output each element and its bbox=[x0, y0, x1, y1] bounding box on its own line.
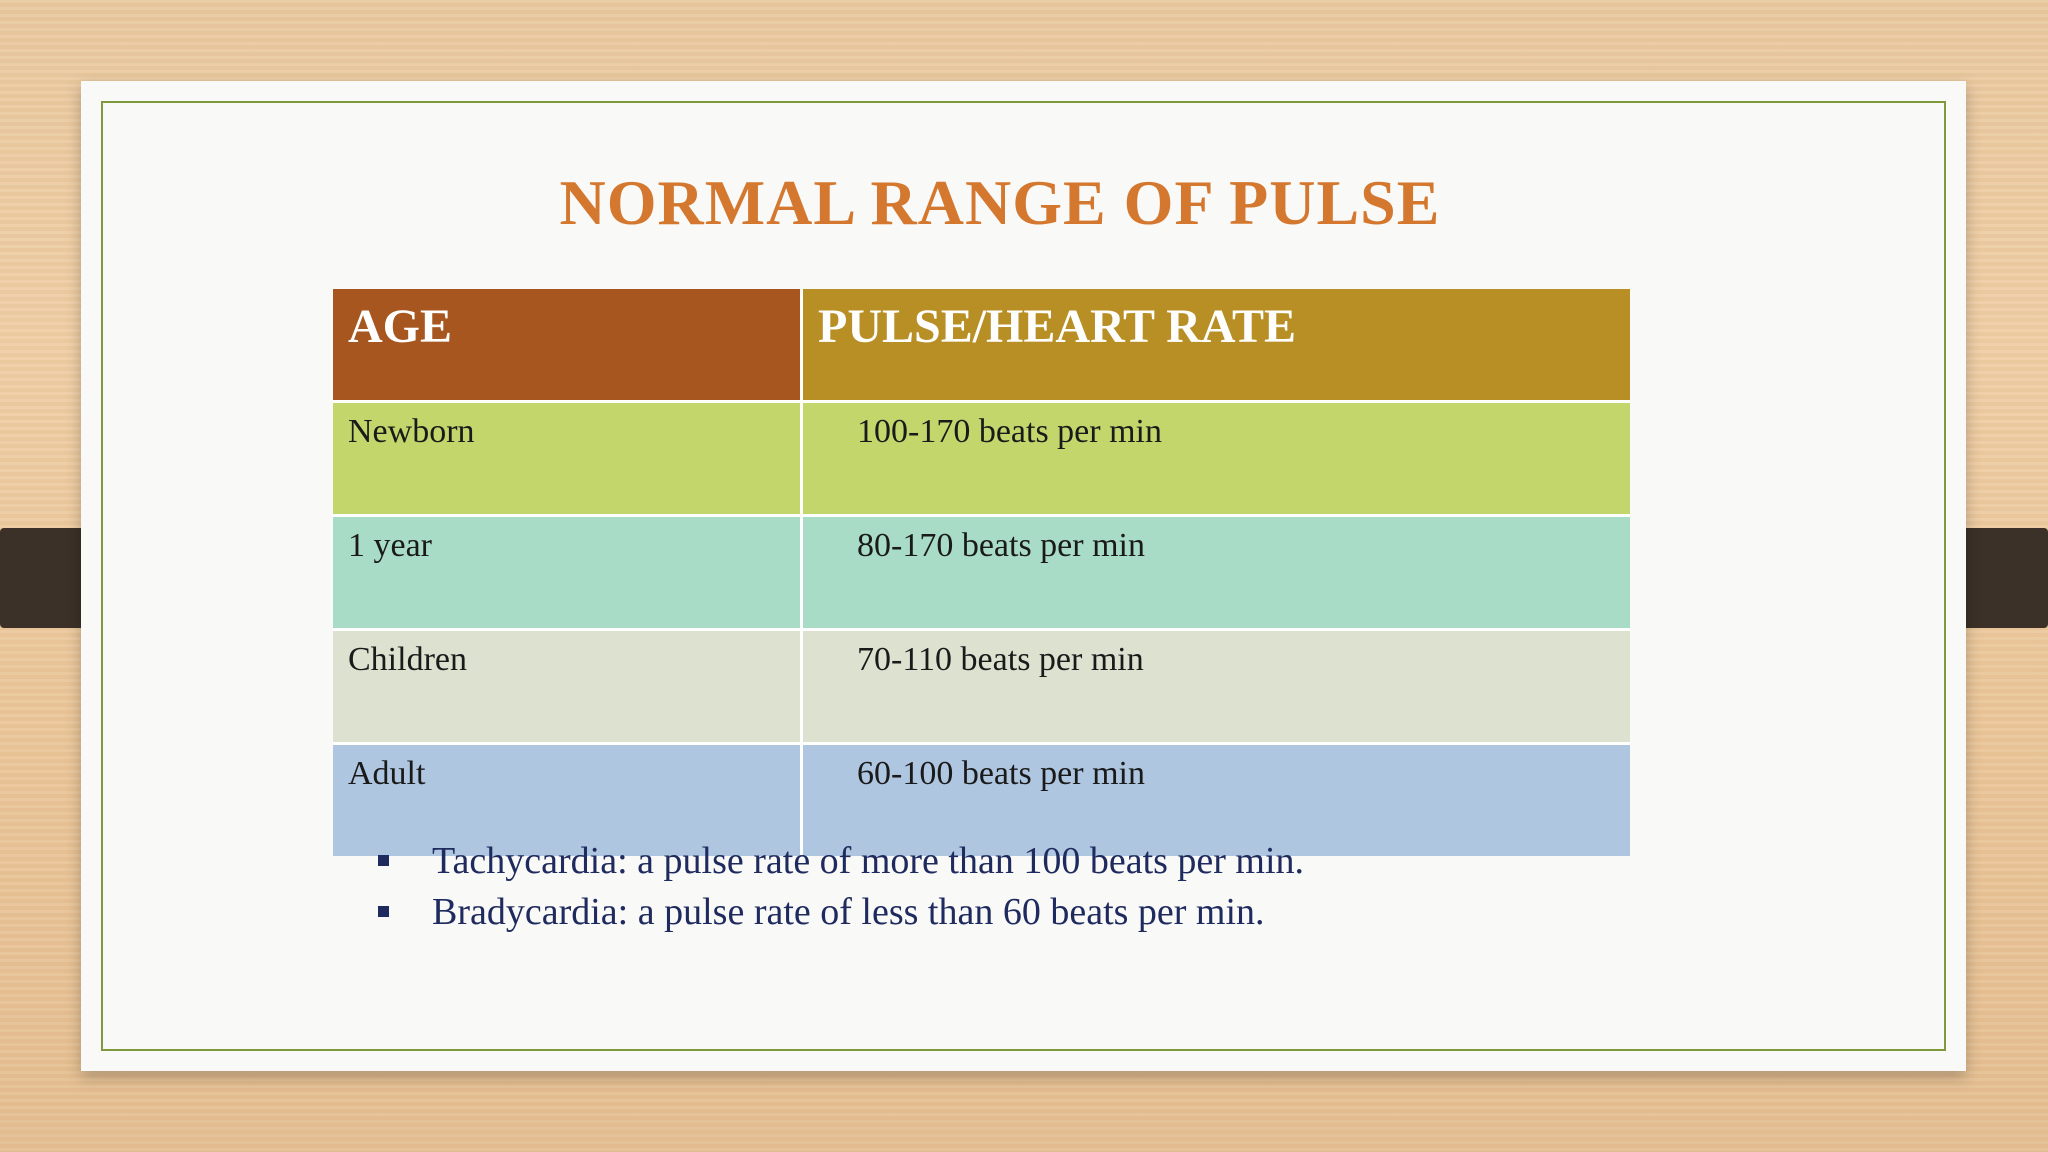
list-item: Tachycardia: a pulse rate of more than 1… bbox=[376, 836, 1304, 887]
rate-cell: 80-170 beats per min bbox=[803, 517, 1630, 631]
rate-cell: 60-100 beats per min bbox=[803, 745, 1630, 856]
table-row: Children 70-110 beats per min bbox=[333, 631, 1630, 745]
list-item: Bradycardia: a pulse rate of less than 6… bbox=[376, 887, 1304, 938]
header-pulse-rate: PULSE/HEART RATE bbox=[803, 289, 1630, 403]
bullet-text-tachycardia: Tachycardia: a pulse rate of more than 1… bbox=[432, 840, 1305, 882]
table-row: 1 year 80-170 beats per min bbox=[333, 517, 1630, 631]
bullet-text-bradycardia: Bradycardia: a pulse rate of less than 6… bbox=[432, 891, 1265, 933]
pulse-range-table: AGE PULSE/HEART RATE Newborn 100-170 bea… bbox=[333, 289, 1630, 856]
square-bullet-icon bbox=[378, 906, 389, 917]
age-cell: Children bbox=[333, 631, 803, 745]
rate-cell: 70-110 beats per min bbox=[803, 631, 1630, 745]
header-age: AGE bbox=[333, 289, 803, 403]
age-cell: 1 year bbox=[333, 517, 803, 631]
table-header-row: AGE PULSE/HEART RATE bbox=[333, 289, 1630, 403]
age-cell: Newborn bbox=[333, 403, 803, 517]
rate-cell: 100-170 beats per min bbox=[803, 403, 1630, 517]
slide-inner-border bbox=[101, 101, 1946, 1051]
square-bullet-icon bbox=[378, 855, 389, 866]
table-row: Newborn 100-170 beats per min bbox=[333, 403, 1630, 517]
bullet-list: Tachycardia: a pulse rate of more than 1… bbox=[376, 836, 1304, 938]
table-row: Adult 60-100 beats per min bbox=[333, 745, 1630, 856]
slide-title: NORMAL RANGE OF PULSE bbox=[559, 167, 1441, 238]
age-cell: Adult bbox=[333, 745, 803, 856]
